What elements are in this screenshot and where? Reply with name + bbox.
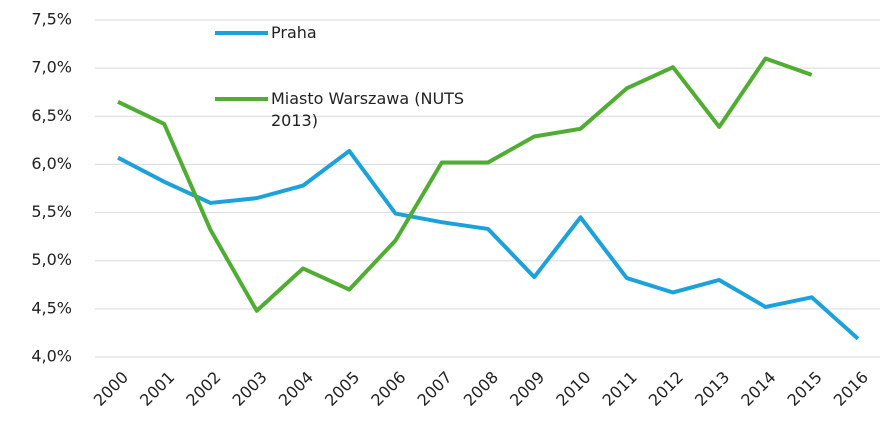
x-tick-label: 2010 bbox=[552, 368, 594, 410]
x-tick-label: 2012 bbox=[645, 368, 687, 410]
x-tick-label: 2007 bbox=[414, 368, 456, 410]
y-tick-label: 7,0% bbox=[31, 58, 72, 77]
y-tick-label: 4,0% bbox=[31, 347, 72, 366]
x-tick-label: 2011 bbox=[599, 368, 641, 410]
x-tick-label: 2016 bbox=[830, 368, 872, 410]
x-tick-label: 2013 bbox=[691, 368, 733, 410]
y-tick-label: 5,0% bbox=[31, 250, 72, 269]
x-tick-label: 2014 bbox=[737, 368, 779, 410]
legend-label: Praha bbox=[271, 23, 317, 42]
y-tick-label: 6,5% bbox=[31, 106, 72, 125]
x-tick-label: 2008 bbox=[460, 368, 502, 410]
x-tick-label: 2005 bbox=[321, 368, 363, 410]
x-tick-label: 2004 bbox=[275, 368, 317, 410]
x-tick-label: 2001 bbox=[136, 368, 178, 410]
series-line bbox=[117, 148, 860, 341]
x-tick-label: 2006 bbox=[367, 368, 409, 410]
x-tick-label: 2002 bbox=[182, 368, 224, 410]
x-tick-label: 2015 bbox=[784, 368, 826, 410]
x-tick-label: 2009 bbox=[506, 368, 548, 410]
legend-label: Miasto Warszawa (NUTS 2013) bbox=[271, 89, 465, 130]
y-tick-label: 5,5% bbox=[31, 202, 72, 221]
series-line bbox=[117, 56, 813, 313]
x-tick-label: 2003 bbox=[229, 368, 271, 410]
y-tick-label: 4,5% bbox=[31, 298, 72, 317]
x-tick-label: 2000 bbox=[90, 368, 132, 410]
y-tick-label: 7,5% bbox=[31, 10, 72, 29]
y-tick-label: 6,0% bbox=[31, 154, 72, 173]
